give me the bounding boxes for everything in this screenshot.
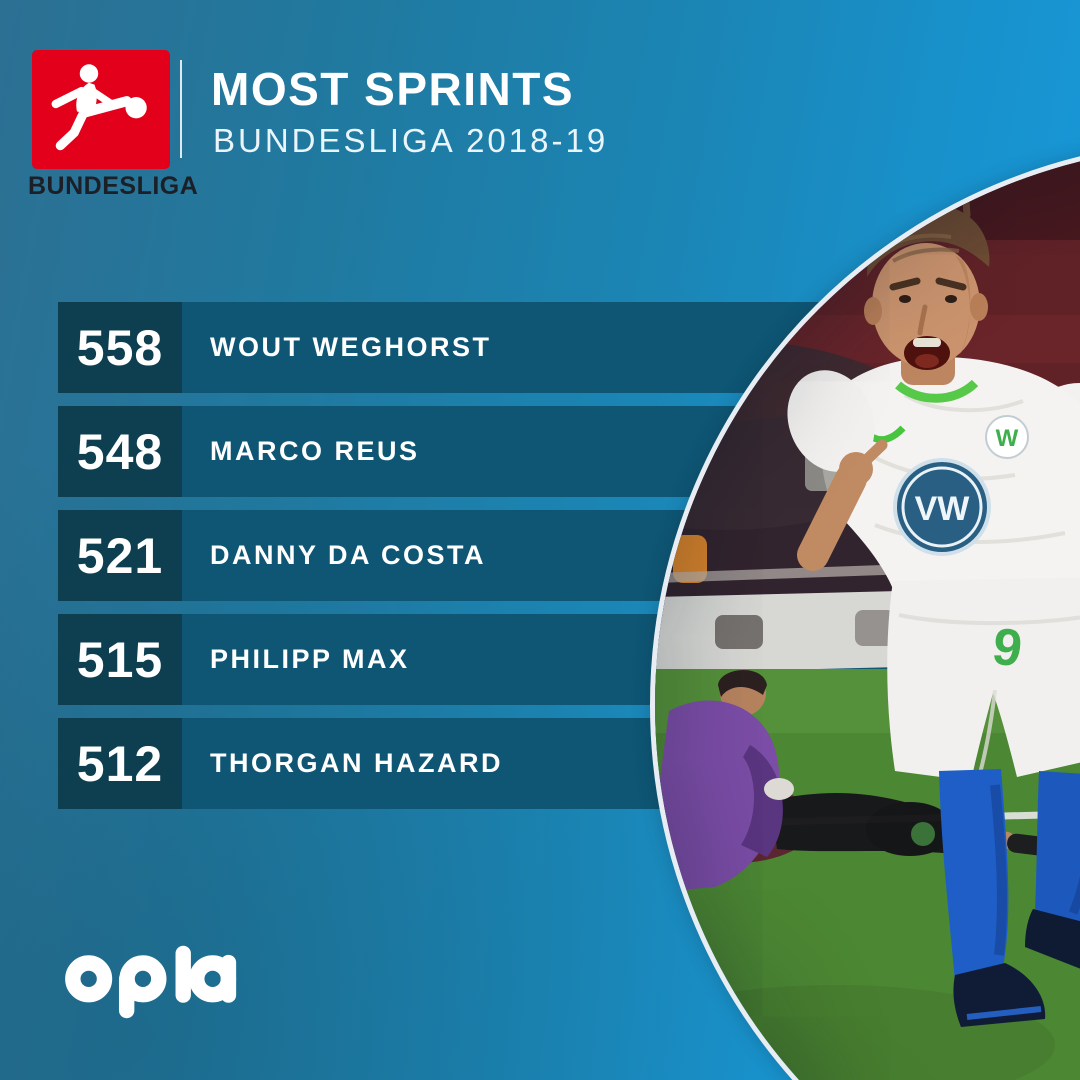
shirt-sponsor-text: VW — [915, 490, 971, 528]
crest-letter: W — [996, 425, 1019, 452]
opta-logo — [57, 941, 247, 1028]
page-subtitle: BUNDESLIGA 2018-19 — [213, 122, 609, 159]
bundesliga-player-icon — [51, 63, 147, 150]
sprint-count: 512 — [58, 718, 182, 809]
sprint-count: 515 — [58, 614, 182, 705]
sprint-count: 548 — [58, 406, 182, 497]
page-title: MOST SPRINTS — [211, 63, 575, 115]
player-photo: W VW 9 — [650, 140, 1080, 1080]
bundesliga-wordmark: BUNDESLIGA — [28, 172, 199, 200]
bundesliga-logo — [32, 50, 170, 169]
header-divider — [180, 60, 182, 158]
sprint-count: 521 — [58, 510, 182, 601]
player-photo-illustration: W VW 9 — [655, 145, 1080, 1080]
goalkeeper — [655, 669, 794, 893]
fallen-player — [655, 783, 1079, 863]
opta-wordmark-icon — [65, 945, 237, 1019]
shorts-number: 9 — [989, 617, 1026, 678]
celebrating-player: W VW 9 — [787, 165, 1080, 1027]
sprint-count: 558 — [58, 302, 182, 393]
